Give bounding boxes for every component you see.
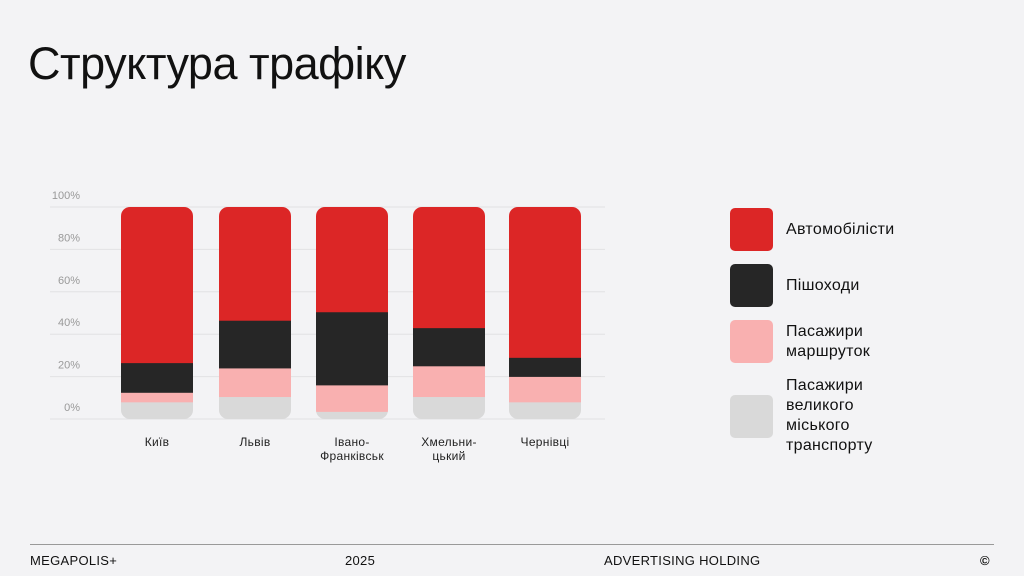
bar-segment [316, 311, 388, 386]
y-tick-label: 60% [58, 275, 80, 287]
legend-label: Пасажири маршруток [786, 322, 871, 360]
bar-segment [121, 402, 193, 419]
legend-label: Автомобілісти [786, 220, 895, 238]
legend-swatch [730, 394, 773, 438]
bar-stack [316, 207, 388, 419]
legend-item: Пасажири великого міського транспорту [730, 376, 873, 456]
legend-swatch [730, 264, 773, 307]
bar-segment [413, 396, 485, 419]
bar-segment [509, 402, 581, 419]
bar-segment [121, 207, 193, 364]
bar-segment [219, 368, 291, 398]
bar-segment [509, 357, 581, 377]
slide-title: Структура трафіку [28, 38, 406, 89]
footer-year: 2025 [345, 553, 376, 568]
x-category-label: Івано-Франківськ [320, 435, 384, 463]
bar-segment [316, 385, 388, 412]
y-tick-label: 40% [58, 317, 80, 329]
bar-segment [413, 207, 485, 329]
footer-copyright: © [980, 553, 990, 568]
bar-segment [316, 207, 388, 313]
bar-segment [219, 207, 291, 321]
bar-segment [413, 327, 485, 367]
legend-label: Пасажири великого міського транспорту [786, 377, 873, 454]
bar-segment [413, 366, 485, 398]
bar-segment [509, 207, 581, 358]
bar-segment [316, 411, 388, 419]
legend-swatch [730, 320, 773, 363]
bar-stack [509, 207, 581, 419]
y-tick-label: 100% [52, 190, 80, 202]
bar-stack [413, 207, 485, 419]
bar-stack [219, 207, 291, 419]
x-category-label: Чернівці [521, 435, 570, 449]
legend-item: Автомобілісти [730, 208, 895, 251]
footer-brand: MEGAPOLIS+ [30, 553, 118, 568]
x-category-label: Хмельни-цький [421, 435, 477, 463]
legend-item: Пішоходи [730, 264, 860, 307]
footer-tagline: ADVERTISING HOLDING [604, 553, 761, 568]
bar-segment [219, 396, 291, 419]
x-category-label: Київ [145, 435, 170, 449]
legend-label: Пішоходи [786, 276, 860, 294]
bar-segment [219, 320, 291, 369]
bar-segment [121, 362, 193, 393]
stacked-bar-chart: 0% 20% 40% 60% 80% 100% Київ Львів Івано-Франків… [50, 190, 605, 463]
legend-item: Пасажири маршруток [730, 320, 870, 363]
legend-swatch [730, 208, 773, 251]
bar-segment [509, 376, 581, 403]
bar-segment [121, 392, 193, 403]
x-category-label: Львів [239, 435, 270, 449]
y-tick-label: 20% [58, 360, 80, 372]
footer-divider [30, 544, 994, 545]
bar-stack [121, 207, 193, 419]
y-tick-label: 0% [64, 402, 80, 414]
y-tick-label: 80% [58, 232, 80, 244]
